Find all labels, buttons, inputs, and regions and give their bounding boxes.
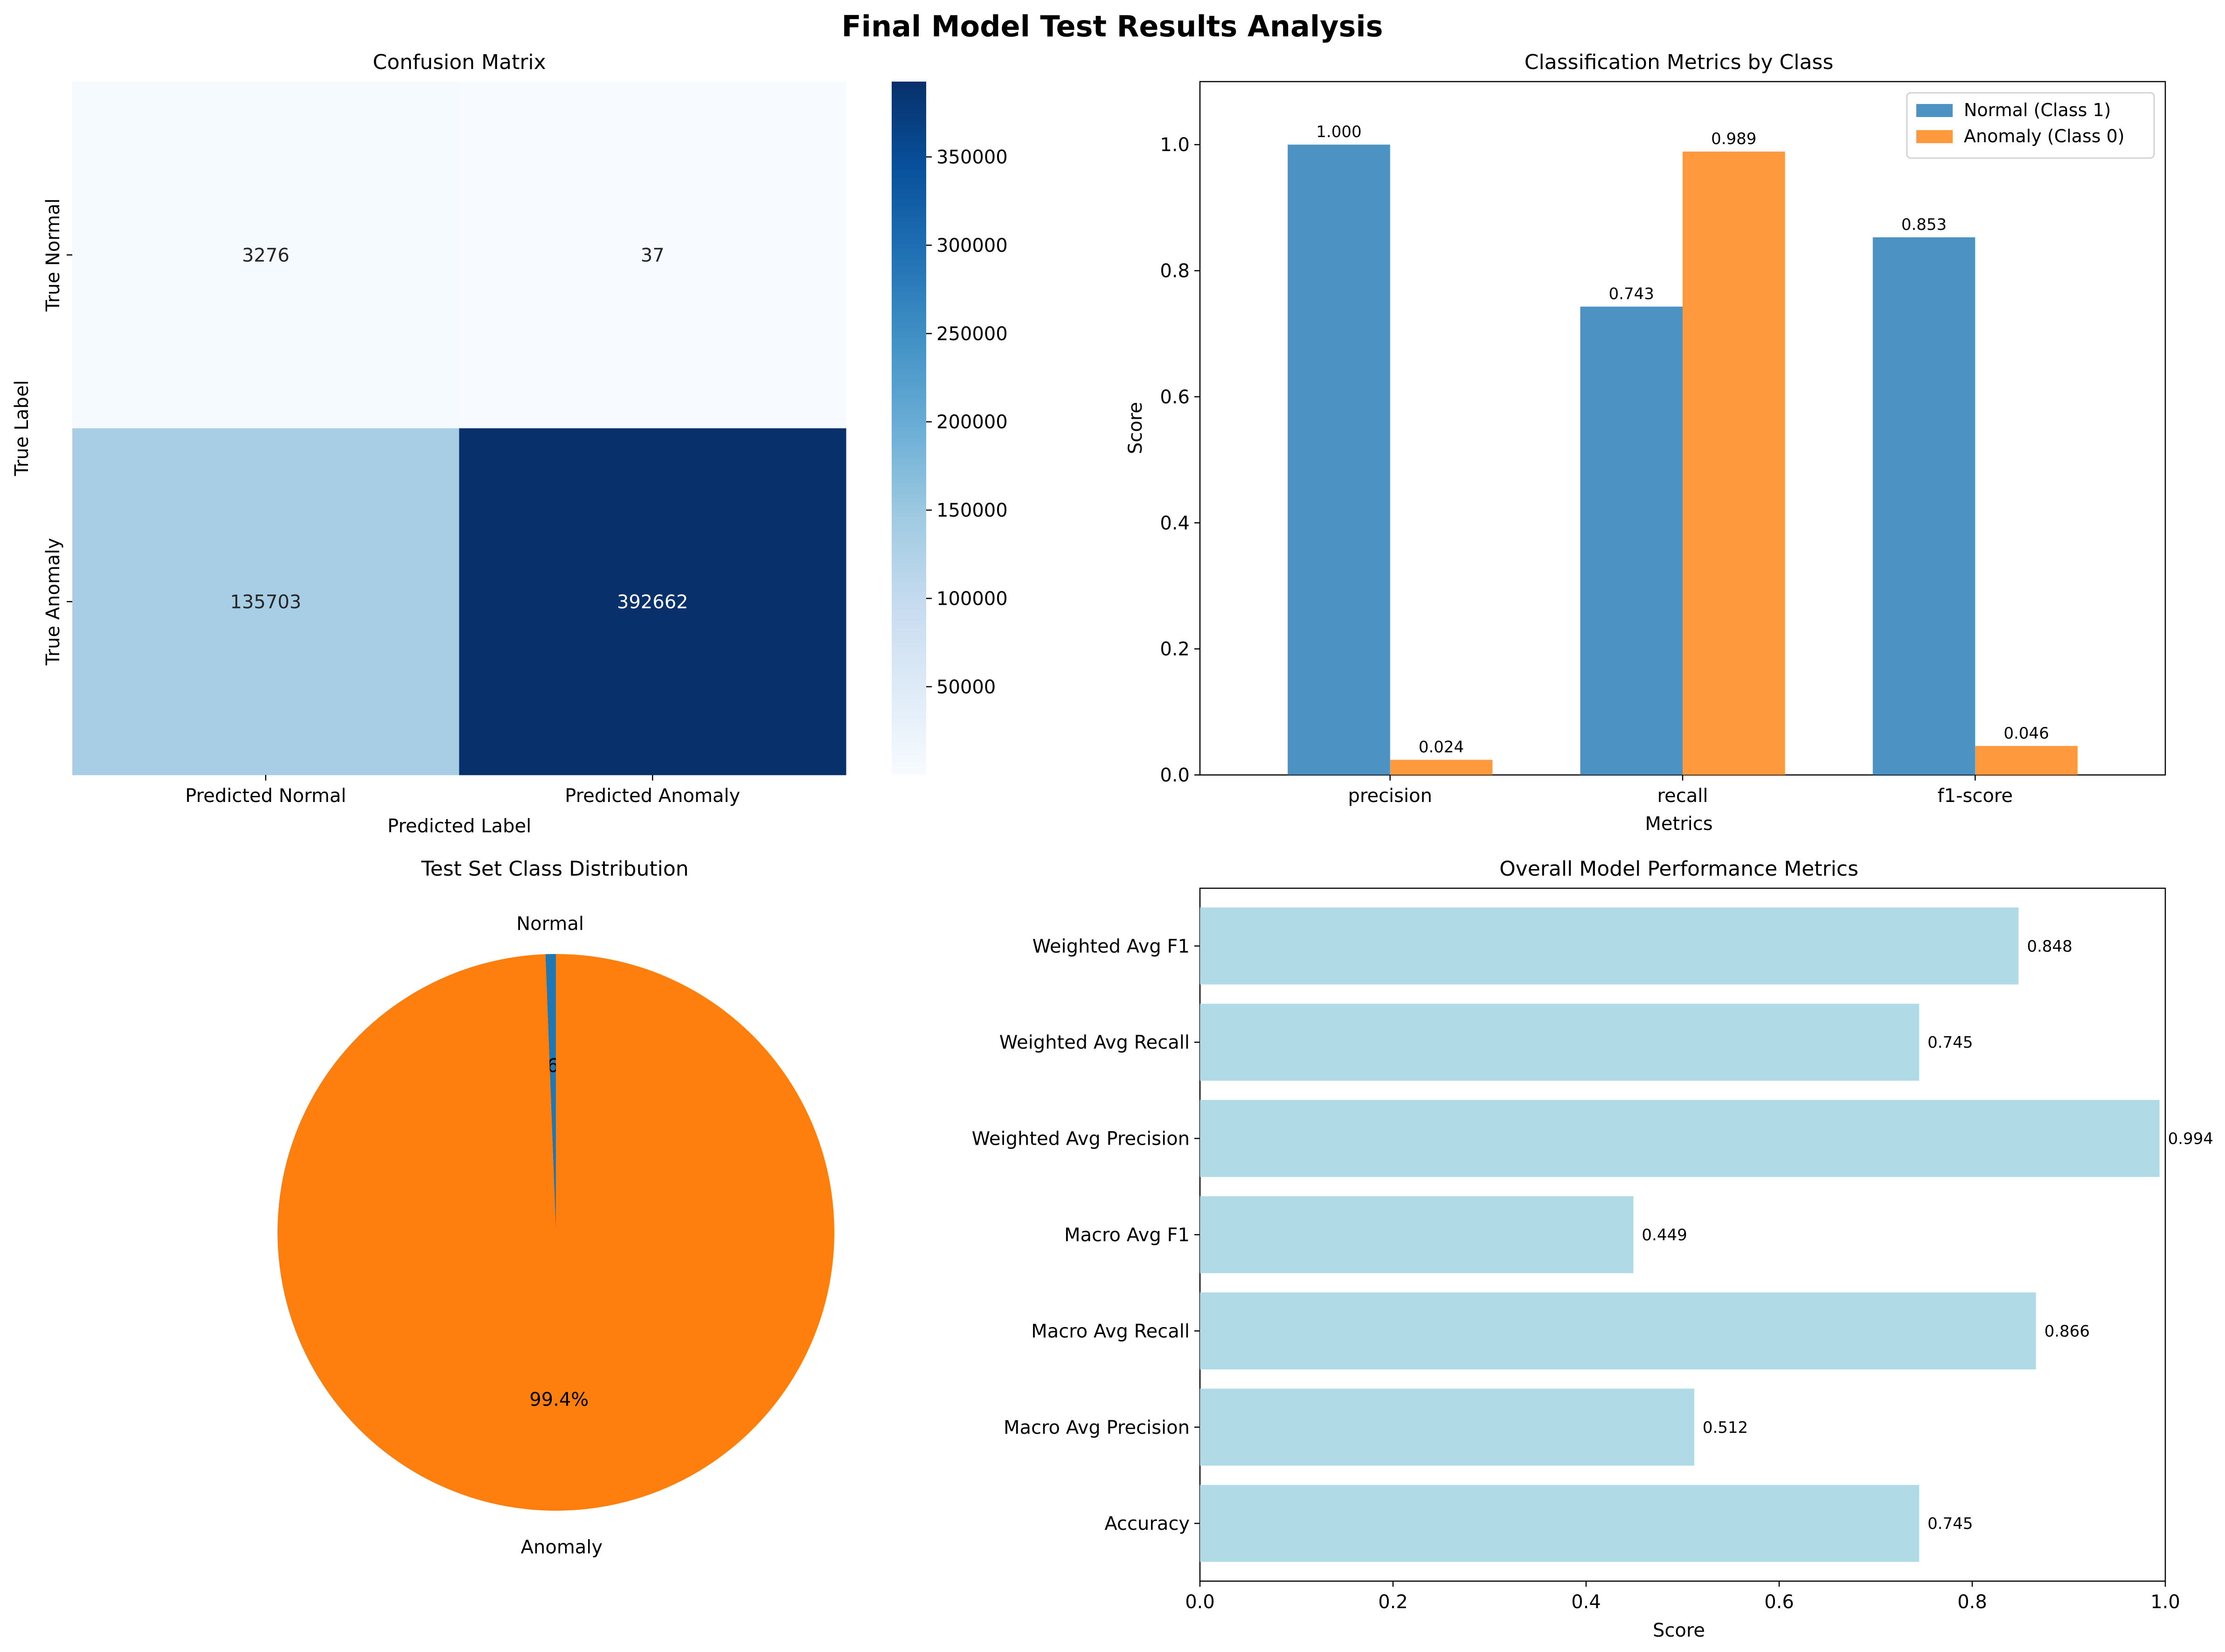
bar-value-label: 0.745: [1927, 1033, 1973, 1052]
class-metrics-xlabel: Metrics: [1645, 813, 1712, 835]
pie-slice: [545, 954, 556, 1232]
x-tick-label: recall: [1657, 785, 1708, 807]
colorbar-tick-label: 150000: [936, 500, 1008, 521]
x-tick-label: Predicted Normal: [185, 785, 346, 807]
heatmap-cell: [459, 428, 846, 775]
colorbar-tick-label: 100000: [936, 588, 1008, 609]
pie-pct-label: 99.4%: [529, 1389, 589, 1410]
bar: [1200, 907, 2019, 985]
bar: [1200, 1292, 2036, 1369]
x-tick-label: 0.0: [1185, 1591, 1215, 1613]
overall-metrics-title: Overall Model Performance Metrics: [1499, 857, 1858, 881]
bar-value-label: 0.989: [1711, 130, 1756, 148]
overall-metrics-xlabel: Score: [1653, 1620, 1705, 1641]
pie-label: Normal: [516, 913, 584, 934]
y-tick-label: Macro Avg F1: [1064, 1224, 1190, 1246]
legend-label: Anomaly (Class 0): [1964, 126, 2125, 146]
y-tick-label: Macro Avg Recall: [1031, 1320, 1190, 1342]
bar-value-label: 1.000: [1316, 123, 1361, 141]
bar: [1975, 746, 2078, 775]
bar: [1200, 1485, 1920, 1562]
confusion-matrix-ylabel: True Label: [11, 380, 33, 477]
x-tick-label: 0.4: [1571, 1591, 1601, 1613]
bar: [1683, 152, 1785, 775]
class-distribution-panel: Test Set Class Distribution Normal0.6%An…: [277, 857, 834, 1558]
y-tick-label: 0.6: [1160, 387, 1190, 408]
colorbar-tick-label: 250000: [936, 323, 1008, 345]
bar-value-label: 0.512: [1703, 1418, 1748, 1437]
pie-label: Anomaly: [521, 1537, 603, 1558]
x-tick-label: f1-score: [1938, 785, 2013, 807]
y-tick-label: 0.4: [1160, 512, 1190, 534]
bar-value-label: 0.853: [1901, 215, 1947, 234]
heatmap-cell: [72, 428, 459, 775]
class-metrics-ylabel: Score: [1125, 402, 1146, 454]
bar-value-label: 0.449: [1642, 1226, 1687, 1244]
y-tick-label: Weighted Avg F1: [1033, 936, 1190, 957]
y-tick-label: Weighted Avg Precision: [972, 1128, 1190, 1150]
bar-value-label: 0.848: [2027, 937, 2072, 956]
colorbar-tick-label: 350000: [936, 147, 1008, 168]
x-tick-label: 0.6: [1764, 1591, 1794, 1613]
bar: [1580, 306, 1683, 775]
colorbar: [892, 82, 926, 775]
bar: [1200, 1196, 1634, 1273]
y-tick-label: True Anomaly: [42, 538, 64, 666]
y-tick-label: True Normal: [42, 199, 64, 312]
bar: [1200, 1100, 2160, 1177]
bar-value-label: 0.743: [1609, 285, 1654, 304]
class-metrics-panel: Classification Metrics by Class Metrics …: [1125, 50, 2166, 835]
bar-value-label: 0.046: [2003, 724, 2049, 743]
heatmap-cell-label: 392662: [617, 591, 688, 613]
bar: [1390, 760, 1493, 775]
heatmap-cell-label: 135703: [230, 591, 301, 613]
y-tick-label: Accuracy: [1104, 1513, 1190, 1534]
confusion-matrix-xlabel: Predicted Label: [388, 816, 531, 837]
heatmap-cell-label: 3276: [242, 245, 290, 266]
bar-value-label: 0.024: [1419, 738, 1464, 757]
y-tick-label: Macro Avg Precision: [1004, 1417, 1190, 1438]
x-tick-label: 1.0: [2150, 1591, 2180, 1613]
class-distribution-title: Test Set Class Distribution: [421, 857, 688, 881]
y-tick-label: 0.0: [1160, 765, 1190, 786]
bar: [1872, 237, 1975, 775]
legend: [1906, 92, 2155, 159]
y-tick-label: 1.0: [1160, 134, 1190, 156]
x-tick-label: precision: [1348, 785, 1432, 807]
bar-value-label: 0.994: [2168, 1130, 2213, 1148]
confusion-matrix-title: Confusion Matrix: [373, 50, 546, 74]
figure-title: Final Model Test Results Analysis: [841, 9, 1383, 43]
pie-slice: [277, 954, 834, 1511]
bar: [1200, 1003, 1920, 1081]
heatmap-cell: [459, 82, 846, 429]
bar-value-label: 0.745: [1927, 1514, 1973, 1533]
colorbar-tick-label: 200000: [936, 412, 1008, 433]
heatmap-cell-label: 37: [641, 245, 665, 266]
legend-swatch: [1916, 104, 1953, 117]
bar: [1200, 1389, 1694, 1466]
heatmap-cell: [72, 82, 459, 429]
x-tick-label: 0.2: [1378, 1591, 1408, 1613]
bar-value-label: 0.866: [2045, 1322, 2090, 1341]
class-metrics-title: Classification Metrics by Class: [1525, 50, 1834, 74]
x-tick-label: 0.8: [1957, 1591, 1987, 1613]
y-tick-label: 0.8: [1160, 261, 1190, 282]
x-tick-label: Predicted Anomaly: [565, 785, 740, 807]
overall-metrics-panel: Overall Model Performance Metrics Score …: [972, 857, 2213, 1641]
bar: [1288, 145, 1390, 775]
y-tick-label: Weighted Avg Recall: [999, 1032, 1190, 1053]
colorbar-tick-label: 50000: [936, 677, 996, 698]
legend-swatch: [1916, 130, 1953, 143]
y-tick-label: 0.2: [1160, 639, 1190, 660]
legend-label: Normal (Class 1): [1964, 100, 2111, 120]
colorbar-tick-label: 300000: [936, 235, 1008, 256]
confusion-matrix-panel: Confusion Matrix Predicted Label True La…: [11, 50, 1008, 837]
